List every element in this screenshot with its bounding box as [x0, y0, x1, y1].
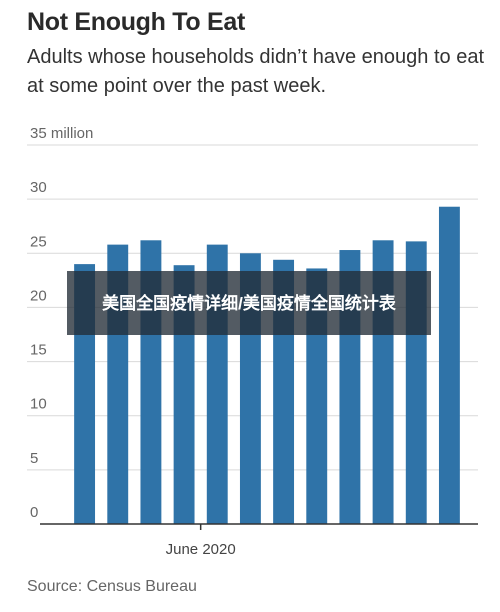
y-tick-label: 10: [30, 396, 47, 413]
y-tick-label: 30: [30, 179, 47, 196]
source-note: Source: Census Bureau: [27, 578, 197, 595]
bar: [438, 206, 460, 525]
watermark-overlay: 美国全国疫情详细/美国疫情全国统计表: [67, 271, 431, 335]
x-tick-label: June 2020: [166, 541, 236, 558]
chart-subtitle: Adults whose households didn’t have enou…: [27, 46, 485, 97]
y-tick-label: 15: [30, 342, 47, 359]
y-tick-label: 5: [30, 450, 38, 467]
y-tick-label: 0: [30, 504, 38, 521]
y-tick-label: 20: [30, 287, 47, 304]
chart-title: Not Enough To Eat: [27, 8, 246, 36]
y-tick-label: 25: [30, 233, 47, 250]
overlay-text: 美国全国疫情详细/美国疫情全国统计表: [102, 293, 396, 313]
y-tick-label: 35 million: [30, 125, 93, 142]
